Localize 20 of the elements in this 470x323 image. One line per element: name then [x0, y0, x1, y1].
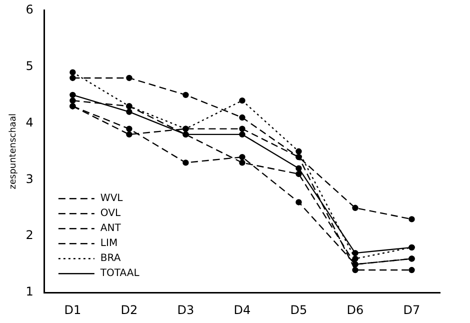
legend-label: ANT	[100, 223, 122, 234]
legend-label: OVL	[100, 208, 121, 220]
legend-label: TOTAAL	[99, 268, 140, 280]
y-tick-label: 3	[26, 172, 34, 186]
x-tick-label: D6	[346, 302, 364, 317]
y-axis-title: zespuntenschaal	[8, 114, 19, 190]
legend-label: LIM	[100, 238, 118, 250]
legend-label: WVL	[100, 193, 124, 204]
x-tick-label: D1	[64, 302, 82, 317]
y-tick-label: 6	[26, 2, 34, 16]
y-tick-label: 5	[26, 58, 34, 73]
legend-label: BRA	[100, 253, 121, 264]
y-tick-label: 1	[26, 284, 34, 299]
x-tick-label: D7	[403, 302, 420, 317]
x-tick-label: D2	[120, 302, 138, 317]
y-tick-label: 4	[26, 115, 34, 130]
x-tick-label: D5	[290, 302, 308, 317]
y-tick-label: 2	[26, 228, 34, 242]
x-tick-label: D4	[234, 302, 251, 317]
x-tick-label: D3	[177, 302, 194, 317]
